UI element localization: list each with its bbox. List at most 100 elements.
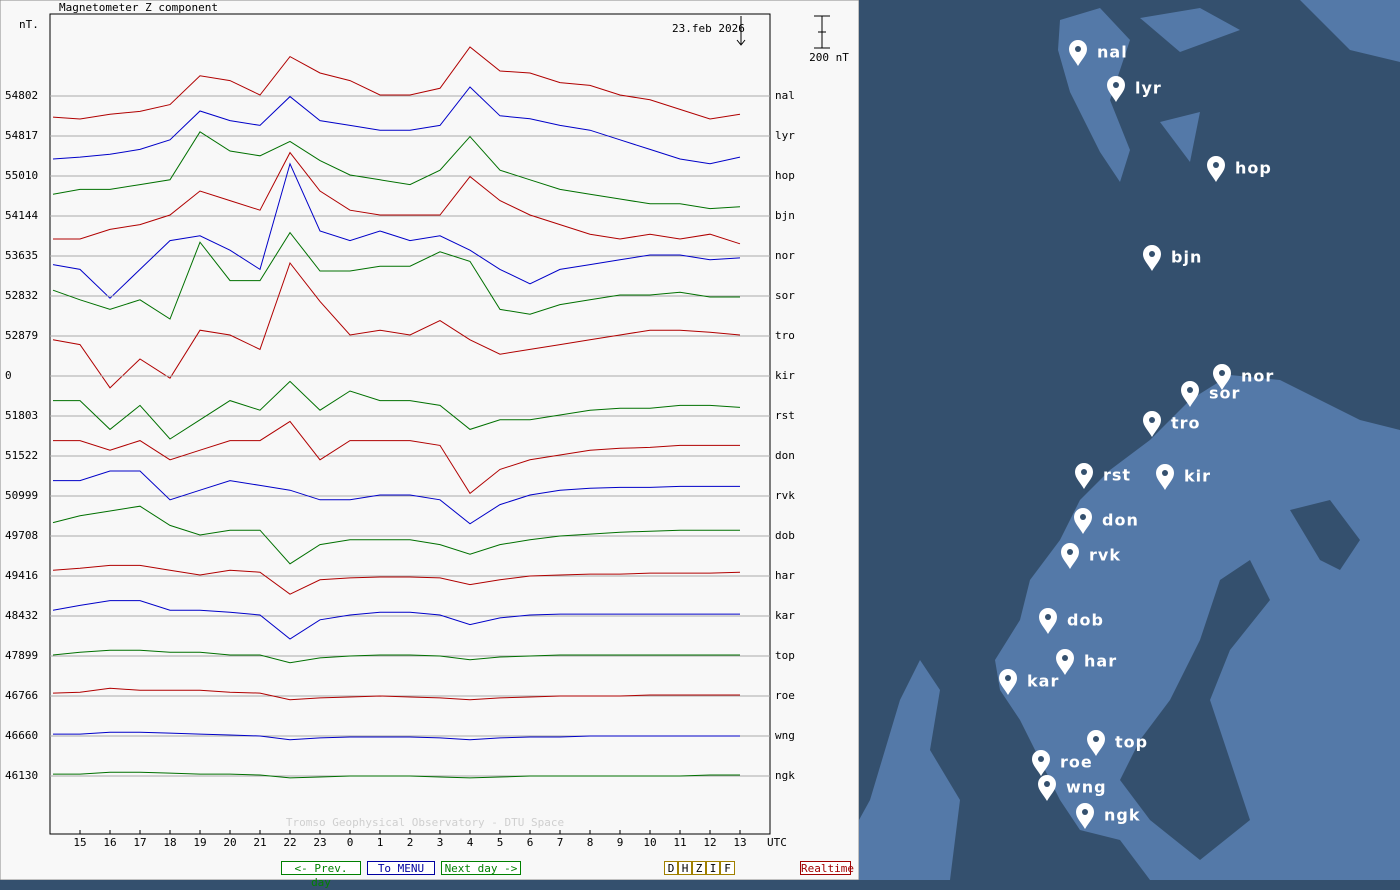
station-label: nal	[775, 89, 795, 102]
baseline-label: 55010	[5, 169, 38, 182]
station-map-label: tro	[1171, 414, 1201, 433]
station-pin-hole	[1219, 370, 1225, 376]
component-button[interactable]: H	[678, 861, 692, 875]
x-tick-label: 19	[193, 836, 206, 849]
x-tick-label: 22	[283, 836, 296, 849]
component-button[interactable]: Z	[692, 861, 706, 875]
station-label: kir	[775, 369, 795, 382]
x-tick-label: 3	[437, 836, 444, 849]
date-arrow	[736, 16, 746, 46]
x-tick-label: 15	[73, 836, 86, 849]
station-pin-hole	[1005, 675, 1011, 681]
station-pin	[1181, 381, 1199, 407]
station-label: roe	[775, 689, 795, 702]
station-pin-hole	[1075, 46, 1081, 52]
station-pin-hole	[1149, 251, 1155, 257]
station-trace	[52, 162, 741, 299]
station-pin	[1056, 649, 1074, 675]
scale-bar-label: 200 nT	[809, 51, 849, 64]
station-map-label: ngk	[1104, 806, 1140, 825]
station-pin	[1107, 76, 1125, 102]
station-map-label: sor	[1209, 384, 1240, 403]
menu-button[interactable]: To MENU	[367, 861, 435, 875]
station-trace	[53, 771, 740, 779]
chart-background	[0, 0, 859, 880]
x-tick-label: 10	[643, 836, 656, 849]
station-trace	[53, 380, 741, 440]
footer-credit: Tromso Geophysical Observatory - DTU Spa…	[286, 816, 564, 829]
station-pin-hole	[1044, 781, 1050, 787]
component-button[interactable]: I	[706, 861, 720, 875]
x-tick-label: 6	[527, 836, 534, 849]
x-tick-label: 16	[103, 836, 116, 849]
chart: Magnetometer Z component nT. 23.feb 2026…	[0, 0, 859, 880]
station-map-label: har	[1084, 652, 1117, 671]
prev-day-button[interactable]: <- Prev. day	[281, 861, 361, 889]
station-pin-hole	[1213, 162, 1219, 168]
station-trace	[52, 687, 740, 701]
station-label: rvk	[775, 489, 795, 502]
station-pin-hole	[1062, 655, 1068, 661]
station-map-label: rvk	[1089, 546, 1121, 565]
station-pin	[1069, 40, 1087, 66]
x-tick-label: 13	[733, 836, 746, 849]
station-trace	[52, 600, 740, 640]
station-label: hop	[775, 169, 795, 182]
station-map-label: wng	[1066, 778, 1107, 797]
station-pin	[1076, 803, 1094, 829]
x-tick-label: 20	[223, 836, 236, 849]
station-map-label: nal	[1097, 43, 1128, 62]
station-label: lyr	[775, 129, 795, 142]
station-map-label: bjn	[1171, 248, 1202, 267]
station-trace	[52, 131, 741, 210]
x-tick-label: 0	[347, 836, 354, 849]
station-pin-hole	[1081, 469, 1087, 475]
station-pin-hole	[1080, 514, 1086, 520]
station-label: dob	[775, 529, 795, 542]
station-map-label: roe	[1060, 753, 1093, 772]
baseline-label: 51522	[5, 449, 38, 462]
x-tick-label: 18	[163, 836, 176, 849]
component-button[interactable]: D	[664, 861, 678, 875]
baseline-label: 50999	[5, 489, 38, 502]
station-pin-hole	[1162, 470, 1168, 476]
station-trace	[52, 231, 740, 320]
station-trace	[53, 470, 740, 525]
station-pin-hole	[1187, 387, 1193, 393]
station-trace	[52, 86, 741, 165]
station-trace	[52, 564, 741, 595]
baseline-label: 52832	[5, 289, 38, 302]
x-tick-label: 17	[133, 836, 146, 849]
station-map-label: top	[1115, 733, 1148, 752]
station-map-label: dob	[1067, 611, 1104, 630]
station-label: kar	[775, 609, 795, 622]
station-trace	[53, 151, 741, 245]
x-tick-label: 8	[587, 836, 594, 849]
station-pin-hole	[1045, 614, 1051, 620]
station-pin	[1074, 508, 1092, 534]
x-tick-label: 11	[673, 836, 686, 849]
station-map-label: nor	[1241, 367, 1274, 386]
station-label: wng	[775, 729, 795, 742]
realtime-button[interactable]: Realtime	[800, 861, 854, 875]
station-label: sor	[775, 289, 795, 302]
station-label: har	[775, 569, 795, 582]
station-pin	[1087, 730, 1105, 756]
station-map-label: kar	[1027, 672, 1059, 691]
station-pin	[1075, 463, 1093, 489]
station-pin-hole	[1067, 549, 1073, 555]
station-pin	[1143, 411, 1161, 437]
x-tick-label: 7	[557, 836, 564, 849]
component-button[interactable]: F	[720, 861, 735, 875]
x-tick-label: 21	[253, 836, 266, 849]
station-pin	[1061, 543, 1079, 569]
station-label: tro	[775, 329, 795, 342]
date-label: 23.feb 2026	[672, 22, 745, 35]
station-pin-hole	[1082, 809, 1088, 815]
station-pin	[1039, 608, 1057, 634]
station-label: don	[775, 449, 795, 462]
baseline-label: 48432	[5, 609, 38, 622]
baseline-label: 54817	[5, 129, 38, 142]
next-day-button[interactable]: Next day ->	[441, 861, 521, 875]
chart-title: Magnetometer Z component	[59, 1, 218, 14]
